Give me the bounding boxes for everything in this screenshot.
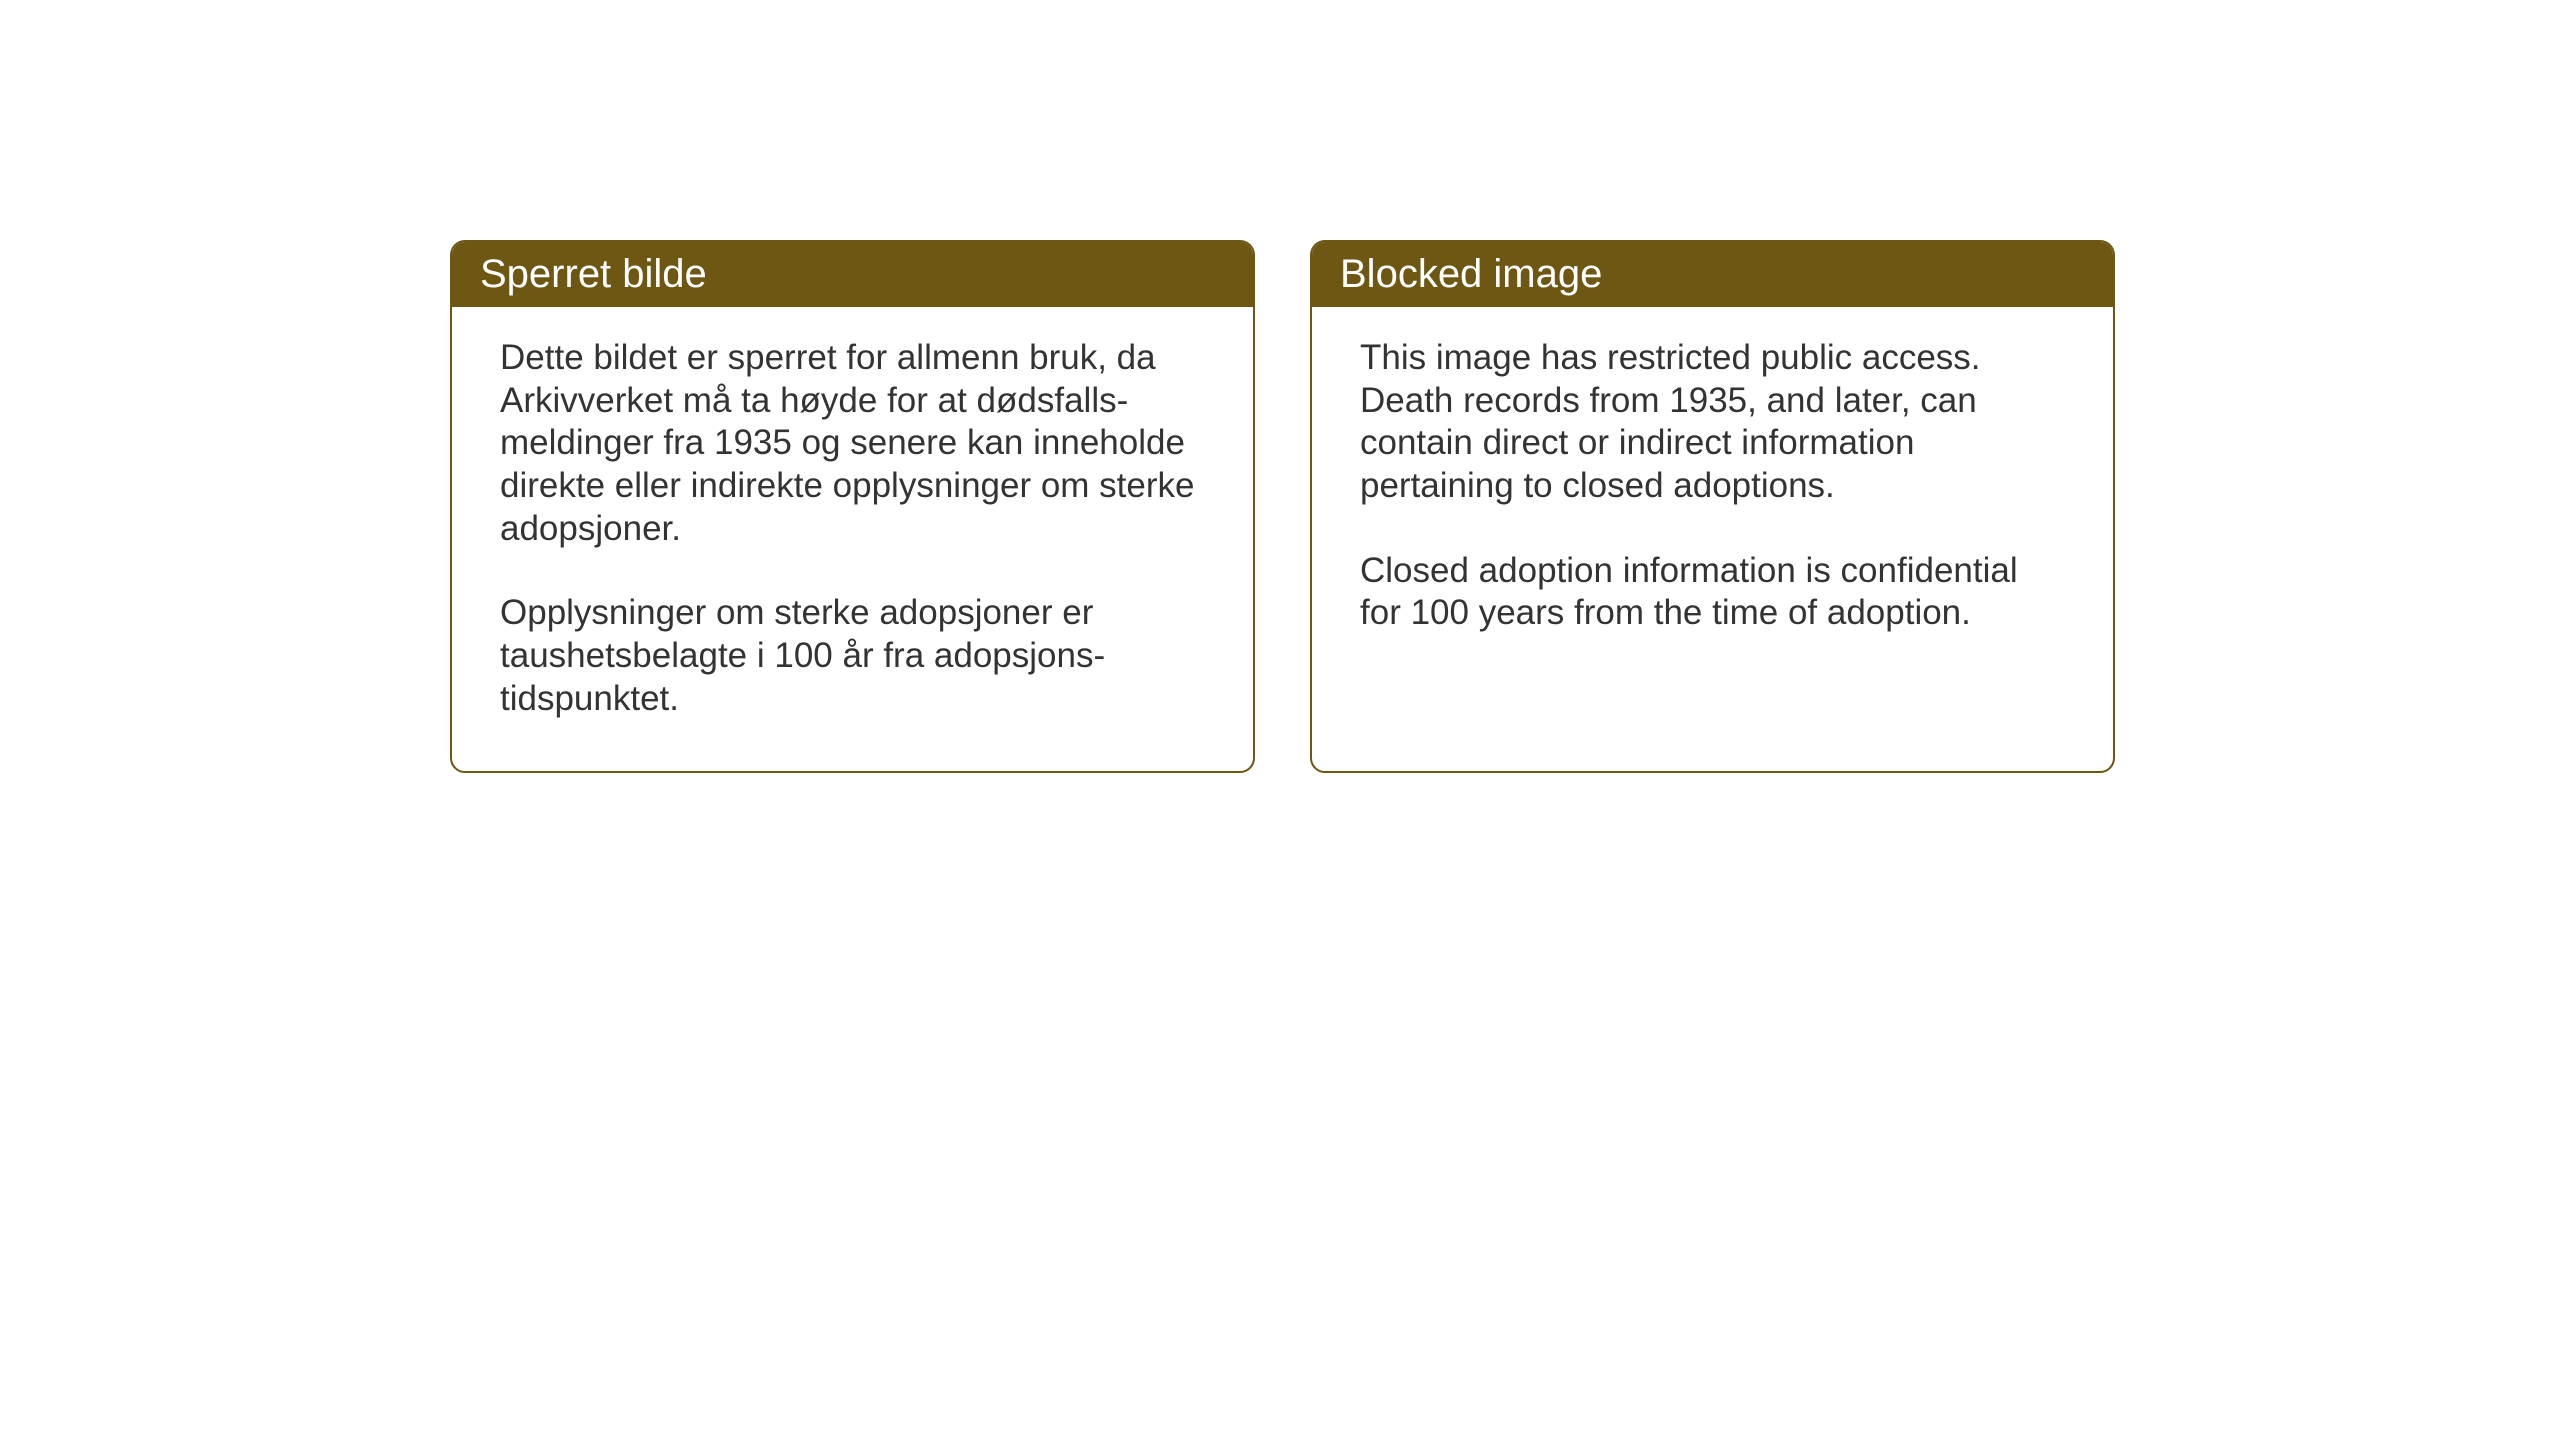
notice-container: Sperret bilde Dette bildet er sperret fo… [450, 240, 2115, 773]
english-card-body: This image has restricted public access.… [1312, 307, 2113, 685]
english-card-header: Blocked image [1312, 242, 2113, 307]
norwegian-card-body: Dette bildet er sperret for allmenn bruk… [452, 307, 1253, 771]
english-paragraph-2: Closed adoption information is confident… [1360, 550, 2065, 635]
norwegian-paragraph-1: Dette bildet er sperret for allmenn bruk… [500, 337, 1205, 550]
english-notice-card: Blocked image This image has restricted … [1310, 240, 2115, 773]
norwegian-card-header: Sperret bilde [452, 242, 1253, 307]
english-card-title: Blocked image [1340, 252, 1602, 296]
norwegian-card-title: Sperret bilde [480, 252, 707, 296]
norwegian-paragraph-2: Opplysninger om sterke adopsjoner er tau… [500, 592, 1205, 720]
english-paragraph-1: This image has restricted public access.… [1360, 337, 2065, 508]
norwegian-notice-card: Sperret bilde Dette bildet er sperret fo… [450, 240, 1255, 773]
